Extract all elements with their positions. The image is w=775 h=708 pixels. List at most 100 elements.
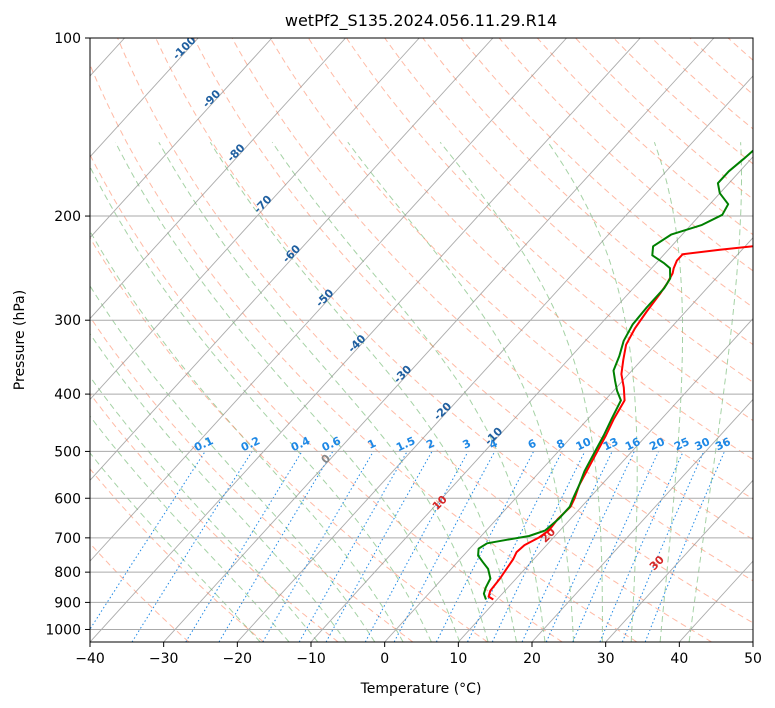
moist-adiabat bbox=[653, 142, 683, 642]
isotherm-label: -80 bbox=[224, 141, 247, 164]
mixing-ratio-label: 30 bbox=[693, 435, 713, 453]
mixing-ratio-line bbox=[298, 451, 408, 642]
dry-adiabat-label: 10 bbox=[430, 493, 450, 513]
skew-isotherm bbox=[90, 38, 346, 320]
mixing-ratio-label: 36 bbox=[713, 435, 733, 453]
skew-isotherm bbox=[163, 38, 715, 642]
skew-isotherm bbox=[605, 479, 753, 642]
skew-isotherm bbox=[90, 38, 494, 481]
plot-frame bbox=[89, 37, 754, 643]
mixing-ratio-line bbox=[131, 451, 253, 642]
dry-adiabat bbox=[90, 392, 339, 642]
mixing-ratio-lines bbox=[90, 451, 725, 642]
dry-adiabat bbox=[536, 38, 753, 236]
x-tick-label: 20 bbox=[523, 651, 541, 667]
dry-adiabat bbox=[384, 38, 753, 383]
mixing-ratio-line bbox=[467, 451, 563, 642]
skewed-isotherms bbox=[90, 38, 753, 642]
mixing-ratio-line bbox=[572, 451, 660, 642]
mixing-ratio-line bbox=[262, 451, 374, 642]
x-tick-label: 40 bbox=[670, 651, 688, 667]
mixing-ratio-label: 20 bbox=[647, 435, 667, 453]
mixing-ratio-label: 16 bbox=[623, 435, 643, 453]
dry-adiabat bbox=[193, 38, 753, 582]
y-tick-label: 1000 bbox=[45, 622, 81, 638]
skew-isotherm bbox=[310, 156, 753, 642]
dry-adiabat bbox=[575, 38, 753, 200]
moist-adiabat bbox=[90, 165, 432, 642]
moist-adiabat bbox=[90, 332, 347, 642]
moist-adiabats bbox=[90, 141, 742, 642]
y-tick-label: 300 bbox=[54, 313, 81, 329]
y-axis-label: Pressure (hPa) bbox=[12, 290, 28, 390]
y-axis-ticks: 100 200 300 400 500 600 700 800 900 1000 bbox=[45, 31, 90, 638]
moist-adiabat bbox=[209, 141, 517, 642]
isotherm-label: -40 bbox=[345, 332, 368, 355]
moist-adiabat bbox=[90, 230, 404, 642]
x-tick-label: 0 bbox=[380, 651, 389, 667]
y-tick-label: 200 bbox=[54, 209, 81, 225]
x-tick-label: −10 bbox=[296, 651, 326, 667]
isotherm-label: -20 bbox=[431, 400, 454, 423]
mixing-ratio-label: 6 bbox=[526, 437, 539, 452]
dry-adiabat bbox=[307, 38, 753, 460]
dry-adiabat bbox=[269, 38, 753, 500]
mixing-ratio-label: 25 bbox=[672, 435, 691, 453]
skew-isotherm bbox=[90, 38, 199, 158]
mixing-ratio-line bbox=[644, 451, 725, 642]
dry-adiabat bbox=[460, 38, 753, 308]
x-tick-label: −20 bbox=[223, 651, 253, 667]
dry-adiabat bbox=[90, 542, 190, 642]
y-tick-label: 900 bbox=[54, 595, 81, 611]
dry-adiabat bbox=[766, 38, 775, 642]
dry-adiabat bbox=[90, 468, 264, 642]
x-tick-label: 30 bbox=[597, 651, 615, 667]
isotherm-label: -50 bbox=[313, 286, 336, 309]
dry-adiabat-label: 40 bbox=[768, 584, 775, 604]
temperature-line bbox=[487, 245, 753, 601]
mixing-ratio-label: 13 bbox=[601, 435, 620, 453]
moist-adiabat bbox=[347, 141, 575, 642]
skew-isotherm bbox=[752, 641, 753, 642]
mixing-ratio-label: 10 bbox=[574, 435, 594, 453]
moist-adiabat bbox=[90, 375, 319, 642]
moist-adiabat bbox=[158, 141, 489, 642]
mixing-ratio-line bbox=[521, 451, 613, 642]
plot-area: 0.1 0.2 0.4 0.6 1 1.5 2 3 4 6 8 10 13 16 20 25 30 36-100-… bbox=[90, 38, 775, 642]
skew-isotherm bbox=[531, 398, 753, 642]
mixing-ratio-label: 3 bbox=[461, 437, 473, 452]
x-tick-label: 10 bbox=[449, 651, 467, 667]
skew-isotherm bbox=[90, 38, 641, 642]
isotherm-label: -90 bbox=[200, 87, 223, 110]
mixing-ratio-line bbox=[491, 451, 586, 642]
dry-adiabat bbox=[727, 38, 753, 61]
y-tick-label: 700 bbox=[54, 531, 81, 547]
dry-adiabat bbox=[90, 236, 488, 642]
mixing-ratio-line bbox=[435, 451, 535, 642]
skew-isotherm bbox=[458, 317, 753, 642]
dry-adiabat-label: 30 bbox=[647, 553, 667, 573]
moist-adiabat bbox=[547, 141, 638, 642]
isotherm-label: -60 bbox=[280, 242, 303, 265]
isotherm-label: -70 bbox=[251, 193, 274, 216]
y-tick-label: 600 bbox=[54, 491, 81, 507]
moist-adiabat bbox=[271, 141, 546, 642]
skew-isotherm bbox=[384, 237, 753, 642]
skew-isotherm bbox=[237, 75, 753, 642]
x-axis-label: Temperature (°C) bbox=[360, 681, 482, 697]
moist-adiabat bbox=[688, 142, 742, 642]
moist-adiabat bbox=[90, 284, 376, 642]
mixing-ratio-line bbox=[621, 451, 705, 642]
mixing-ratio-line bbox=[599, 451, 684, 642]
moist-adiabat bbox=[114, 141, 461, 642]
mixing-ratio-line bbox=[90, 451, 206, 631]
x-tick-label: −40 bbox=[75, 651, 105, 667]
dry-adiabat bbox=[651, 38, 753, 130]
y-tick-label: 800 bbox=[54, 565, 81, 581]
y-tick-label: 400 bbox=[54, 387, 81, 403]
x-tick-label: −30 bbox=[149, 651, 179, 667]
dry-adiabat bbox=[689, 38, 753, 96]
mixing-ratio-label: 2 bbox=[424, 437, 436, 452]
skew-isotherm bbox=[90, 38, 567, 562]
